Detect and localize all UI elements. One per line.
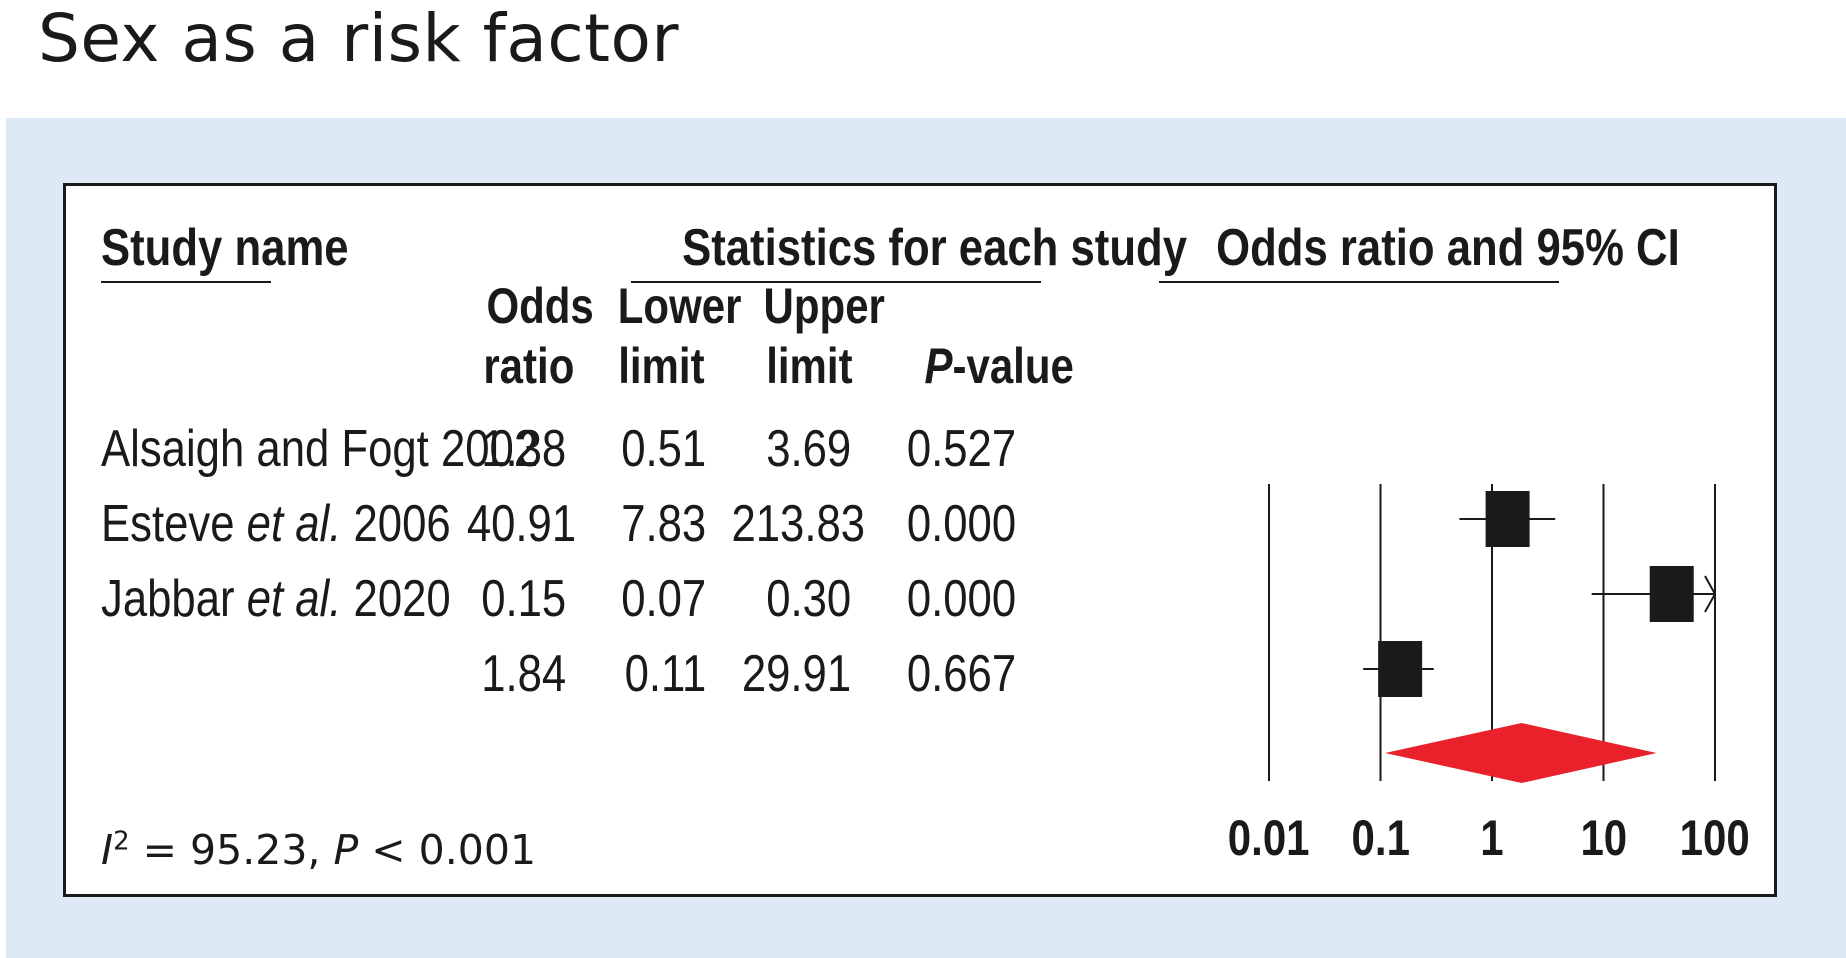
header-plot-underline [1159, 281, 1559, 283]
col-header-upper-limit: Upper limit [763, 278, 885, 394]
forest-plot-box: Study name Statistics for each study Odd… [63, 183, 1777, 897]
study-3-p: 0.000 [906, 570, 1017, 628]
forest-plot-svg [1268, 484, 1717, 783]
point-estimate-study-2 [1649, 566, 1694, 622]
pooled-p: 0.667 [906, 645, 1017, 703]
header-study-name: Study name [101, 219, 349, 277]
header-statistics: Statistics for each study [682, 219, 1187, 277]
col-header-p-value: P-value [924, 338, 1074, 394]
x-tick-label-100: 100 [1679, 810, 1751, 866]
study-1-or: 1.38 [480, 420, 566, 478]
ci-arrow-study-2 [1704, 575, 1717, 613]
study-1-upper: 3.69 [765, 420, 851, 478]
pooled-diamond [1385, 723, 1657, 783]
point-estimate-study-3 [1378, 641, 1423, 697]
col-header-odds-ratio: Odds ratio [483, 278, 594, 394]
study-1-p: 0.527 [906, 420, 1017, 478]
study-3-lower: 0.07 [620, 570, 706, 628]
study-name-1: Alsaigh and Fogt 2002 [101, 420, 539, 478]
col-header-lower-limit: Lower limit [617, 278, 742, 394]
study-2-upper: 213.83 [731, 495, 866, 553]
study-3-upper: 0.30 [765, 570, 851, 628]
study-1-lower: 0.51 [620, 420, 706, 478]
heterogeneity-stat: I2 = 95.23, P < 0.001 [101, 826, 537, 874]
pooled-or: 1.84 [480, 645, 566, 703]
header-statistics-underline [631, 281, 1041, 283]
study-2-p: 0.000 [906, 495, 1017, 553]
study-3-or: 0.15 [480, 570, 566, 628]
pooled-upper: 29.91 [741, 645, 851, 703]
x-tick-label-1: 1 [1480, 810, 1504, 866]
pooled-lower: 0.11 [624, 645, 706, 703]
study-name-3: Jabbar et al. 2020 [101, 570, 451, 628]
study-2-lower: 7.83 [620, 495, 706, 553]
x-tick-label-0.01: 0.01 [1228, 810, 1310, 866]
x-tick-label-0.1: 0.1 [1351, 810, 1410, 866]
study-name-2: Esteve et al. 2006 [101, 495, 451, 553]
header-plot: Odds ratio and 95% CI [1216, 219, 1680, 277]
header-study-name-underline [101, 281, 271, 283]
point-estimate-study-1 [1485, 491, 1530, 547]
x-tick-label-10: 10 [1580, 810, 1627, 866]
page-title: Sex as a risk factor [38, 0, 680, 77]
study-2-or: 40.91 [466, 495, 577, 553]
